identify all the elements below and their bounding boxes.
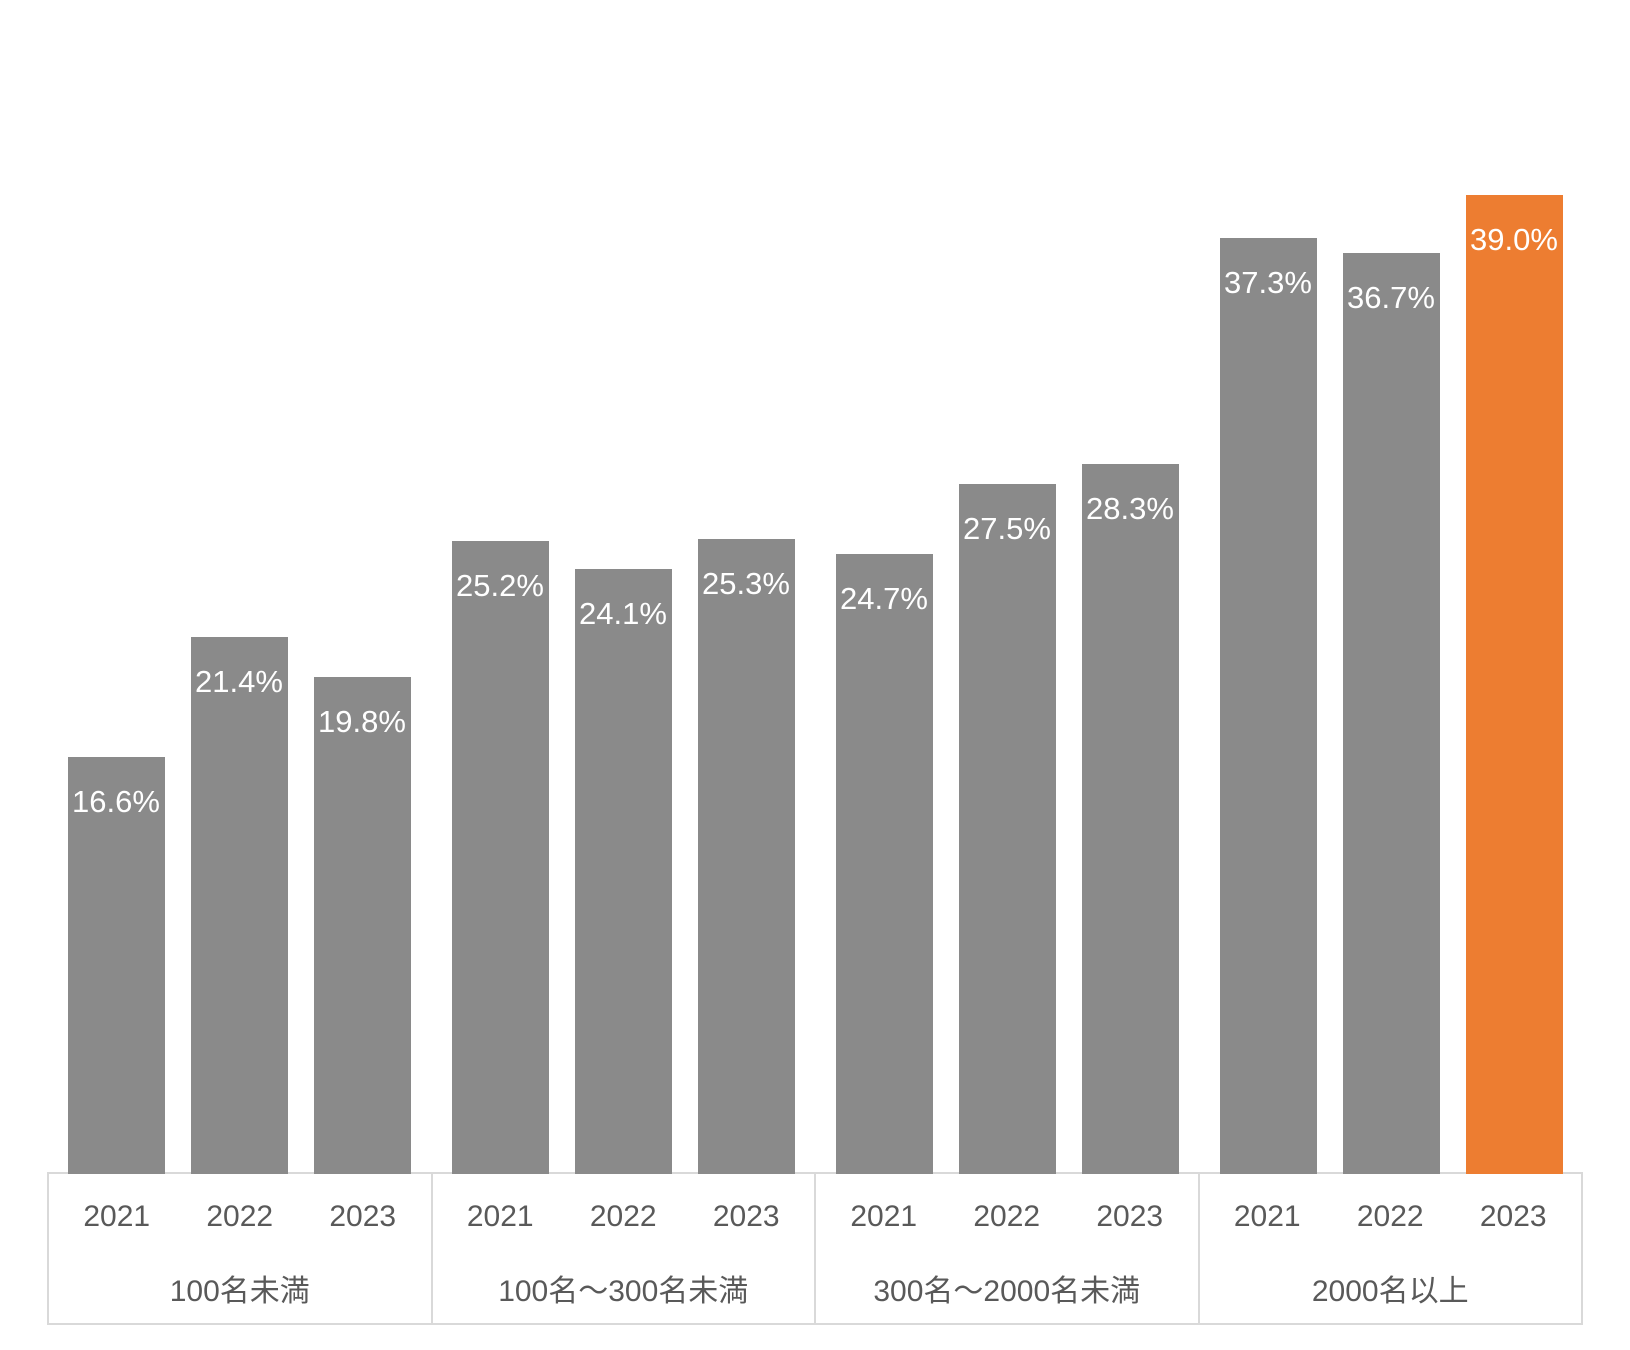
bar-value-label: 25.2%: [456, 568, 544, 603]
bar-group: 16.6% 21.4% 19.8%: [47, 0, 431, 1174]
bar: 27.5%: [958, 484, 1056, 1174]
bar: 36.7%: [1342, 253, 1440, 1174]
bar-value-label: 28.3%: [1086, 491, 1174, 526]
axis-group-cell: 2021 2022 2023 300名〜2000名未満: [816, 1174, 1200, 1323]
bar: 25.3%: [697, 539, 795, 1174]
category-axis-label: 2000名以上: [1311, 1275, 1469, 1308]
year-tick-row: 2021 2022 2023: [1200, 1200, 1582, 1234]
bar: 28.3%: [1081, 464, 1179, 1174]
year-tick-row: 2021 2022 2023: [49, 1200, 431, 1234]
bar-highlighted: 39.0%: [1465, 195, 1563, 1174]
axis-group-cell: 2021 2022 2023 100名未満: [49, 1174, 433, 1323]
bar: 25.2%: [451, 541, 549, 1174]
year-tick-label: 2021: [1233, 1200, 1301, 1233]
year-tick-label: 2022: [1356, 1200, 1424, 1233]
bar-value-label: 37.3%: [1224, 265, 1312, 300]
category-axis-label: 300名〜2000名未満: [873, 1275, 1141, 1308]
bar: 21.4%: [190, 637, 288, 1174]
year-tick-label: 2023: [1479, 1200, 1547, 1233]
bar-value-label: 21.4%: [195, 664, 283, 699]
year-tick-row: 2021 2022 2023: [816, 1200, 1198, 1234]
bar: 37.3%: [1219, 238, 1317, 1174]
bar-value-label: 16.6%: [72, 784, 160, 819]
bar-group: 24.7% 27.5% 28.3%: [815, 0, 1199, 1174]
axis-group-cell: 2021 2022 2023 100名〜300名未満: [433, 1174, 816, 1323]
year-tick-label: 2022: [589, 1200, 657, 1233]
year-tick-label: 2022: [206, 1200, 274, 1233]
bar-value-label: 25.3%: [702, 566, 790, 601]
year-tick-label: 2023: [712, 1200, 780, 1233]
bar-group: 37.3% 36.7% 39.0%: [1199, 0, 1583, 1174]
year-tick-label: 2023: [1096, 1200, 1164, 1233]
year-tick-label: 2022: [973, 1200, 1041, 1233]
bar: 16.6%: [67, 757, 165, 1174]
category-axis-label: 100名〜300名未満: [498, 1275, 749, 1308]
axis-group-cell: 2021 2022 2023 2000名以上: [1200, 1174, 1582, 1323]
bar-value-label: 36.7%: [1347, 280, 1435, 315]
year-tick-row: 2021 2022 2023: [433, 1200, 815, 1234]
bar: 24.1%: [574, 569, 672, 1174]
bar-value-label: 39.0%: [1470, 222, 1558, 257]
category-axis-label: 100名未満: [169, 1275, 310, 1308]
bar: 24.7%: [835, 554, 933, 1174]
bar-value-label: 19.8%: [318, 704, 406, 739]
year-tick-label: 2023: [329, 1200, 397, 1233]
category-axis: 2021 2022 2023 100名未満 2021 2022 2023 100名〜300名未…: [47, 1172, 1583, 1325]
year-tick-label: 2021: [466, 1200, 534, 1233]
bar-value-label: 24.7%: [840, 581, 928, 616]
bar-value-label: 24.1%: [579, 596, 667, 631]
bar-value-label: 27.5%: [963, 511, 1051, 546]
bar: 19.8%: [313, 677, 411, 1174]
year-tick-label: 2021: [850, 1200, 918, 1233]
year-tick-label: 2021: [83, 1200, 151, 1233]
plot-area: 16.6% 21.4% 19.8% 25.2% 24.1% 25.3% 24.7% 27.5%…: [47, 0, 1583, 1174]
bar-group: 25.2% 24.1% 25.3%: [431, 0, 815, 1174]
